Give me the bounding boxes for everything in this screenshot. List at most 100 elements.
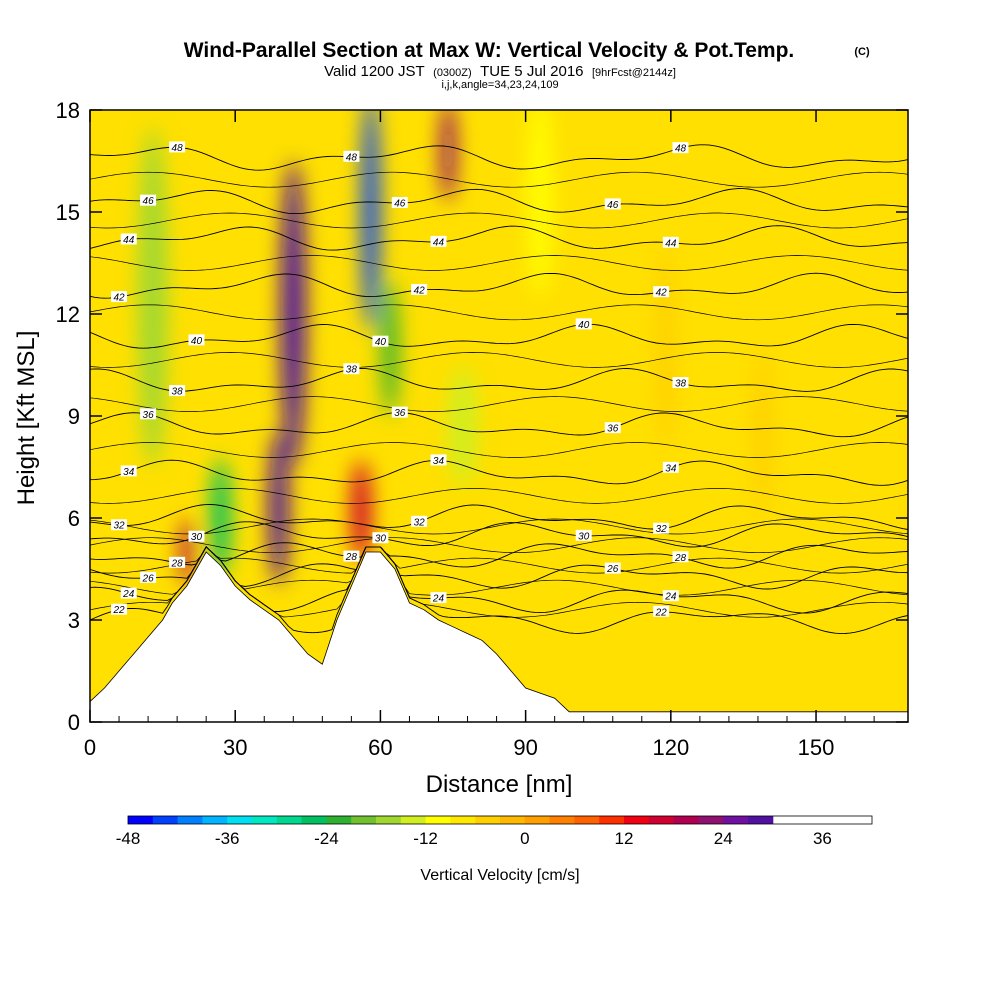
contour-label-text: 36 <box>143 410 155 421</box>
subtitle-utc: (0300Z) <box>433 67 472 79</box>
colorbar-swatch <box>723 816 749 824</box>
contour-label-38: 38 <box>343 363 360 376</box>
contour-label-42: 42 <box>411 283 428 296</box>
theta-contour-30 <box>90 521 908 548</box>
velocity-cell-4 <box>362 110 380 331</box>
contour-label-48: 48 <box>169 141 186 154</box>
colorbar-swatch <box>698 816 724 824</box>
velocity-cell-10 <box>753 348 773 518</box>
y-tick-label: 18 <box>56 98 80 123</box>
theta-contour-minor <box>90 396 908 412</box>
theta-contour-40 <box>90 323 908 349</box>
y-tick-label: 12 <box>56 302 80 327</box>
colorbar-tick-label: 24 <box>714 829 733 848</box>
colorbar-swatch <box>152 816 179 824</box>
theta-contour-minor <box>90 171 908 188</box>
contour-label-text: 34 <box>665 463 677 474</box>
contour-label-40: 40 <box>372 335 389 348</box>
contour-label-44: 44 <box>430 235 447 248</box>
contour-label-text: 28 <box>171 558 184 569</box>
contour-label-22: 22 <box>111 603 128 616</box>
contour-label-34: 34 <box>430 454 447 467</box>
theta-contour-32 <box>90 504 908 530</box>
contour-label-text: 22 <box>112 605 125 616</box>
contour-label-text: 26 <box>606 564 619 575</box>
chart-title: Wind-Parallel Section at Max W: Vertical… <box>184 39 795 62</box>
contour-label-46: 46 <box>391 196 408 209</box>
terrain <box>90 551 908 722</box>
chart-subtitle: Valid 1200 JST (0300Z) TUE 5 Jul 2016 [9… <box>324 63 676 80</box>
colorbar-tick-label: -24 <box>314 829 339 848</box>
colorbar-swatch <box>252 816 278 824</box>
contour-label-44: 44 <box>662 236 679 249</box>
colorbar-swatch <box>128 816 154 824</box>
colorbar-swatch <box>748 816 774 824</box>
contour-label-28: 28 <box>343 550 360 563</box>
contour-label-text: 46 <box>143 196 155 207</box>
theta-contour-48 <box>90 144 908 171</box>
contour-label-text: 36 <box>394 408 406 419</box>
theta-contour-34 <box>90 459 908 486</box>
velocity-cell-1 <box>269 431 289 585</box>
contour-label-36: 36 <box>391 406 408 419</box>
contour-label-40: 40 <box>188 334 205 347</box>
contour-label-text: 30 <box>191 532 203 543</box>
theta-contour-minor <box>90 442 908 458</box>
theta-contour-minor <box>90 546 908 596</box>
theta-contour-38 <box>90 367 908 392</box>
plot-area: 22 22 24 24 24 26 26 28 28 28 30 30 30 32 32 32 34 34 34 36… <box>90 110 908 722</box>
y-tick-label: 9 <box>68 404 80 429</box>
colorbar-tick-label: -48 <box>116 829 141 848</box>
velocity-cell-12 <box>180 518 193 586</box>
contour-label-text: 44 <box>433 237 445 248</box>
contour-label-text: 30 <box>375 534 387 545</box>
theta-contour-minor <box>90 212 908 229</box>
theta-contour-minor <box>90 255 908 271</box>
subtitle-valid: Valid 1200 JST <box>324 63 425 80</box>
contour-label-24: 24 <box>430 592 447 605</box>
contour-label-text: 40 <box>191 336 203 347</box>
theta-contour-28 <box>90 542 908 569</box>
contour-label-42: 42 <box>653 286 670 299</box>
contour-label-24: 24 <box>662 590 679 603</box>
colorbar-swatch <box>574 816 600 824</box>
contour-label-36: 36 <box>140 408 157 421</box>
colorbar-tick-label: 0 <box>520 829 529 848</box>
contour-label-text: 36 <box>607 424 619 435</box>
contour-label-text: 44 <box>665 238 677 249</box>
velocity-cell-0 <box>281 161 306 467</box>
colorbar-swatch <box>301 816 327 824</box>
colorbar-tick-label: 12 <box>615 829 634 848</box>
x-tick-label: 0 <box>84 735 96 760</box>
theta-contours <box>90 144 908 635</box>
colorbar-swatch <box>425 816 451 824</box>
theta-contour-minor <box>90 304 908 321</box>
contour-label-30: 30 <box>372 532 389 545</box>
contour-label-text: 22 <box>655 607 668 618</box>
colorbar-swatch <box>475 816 501 824</box>
contour-label-text: 38 <box>172 387 184 398</box>
contour-label-46: 46 <box>604 198 621 211</box>
contour-label-text: 24 <box>122 589 135 600</box>
colorbar-swatch <box>400 816 427 824</box>
contour-label-text: 48 <box>346 152 358 163</box>
y-tick-label: 0 <box>68 710 80 735</box>
colorbar-swatch <box>673 816 699 824</box>
velocity-cell-9 <box>656 246 676 450</box>
contour-label-text: 32 <box>113 521 125 532</box>
contour-label-44: 44 <box>120 233 137 246</box>
contour-label-30: 30 <box>575 529 592 542</box>
theta-contour-minor <box>90 546 908 574</box>
contour-label-22: 22 <box>653 605 670 618</box>
colorbar-swatch <box>648 816 675 824</box>
contour-label-32: 32 <box>411 515 428 528</box>
contour-label-text: 32 <box>414 517 426 528</box>
colorbar-swatch <box>202 816 228 824</box>
chart-subtitle-indices: i,j,k,angle=34,23,24,109 <box>441 79 558 91</box>
colorbar-swatch <box>549 816 575 824</box>
contour-label-30: 30 <box>188 530 205 543</box>
contour-label-text: 26 <box>142 573 155 584</box>
colorbar-swatch <box>326 816 352 824</box>
